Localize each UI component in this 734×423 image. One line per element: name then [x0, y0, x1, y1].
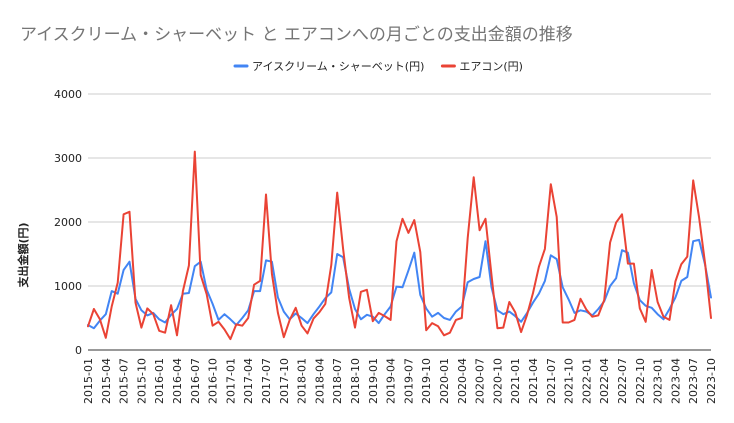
x-tick-label: 2023-10 — [705, 358, 718, 404]
x-tick-label: 2018-07 — [331, 358, 344, 404]
x-tick-label: 2020-01 — [438, 358, 451, 404]
legend: アイスクリーム・シャーベット(円) エアコン(円) — [233, 60, 523, 73]
x-tick-label: 2022-01 — [580, 358, 593, 404]
x-tick-label: 2020-07 — [474, 358, 487, 404]
legend-label: アイスクリーム・シャーベット(円) — [252, 60, 424, 73]
x-tick-label: 2021-01 — [509, 358, 522, 404]
x-tick-label: 2017-04 — [242, 358, 255, 404]
x-tick-label: 2019-07 — [402, 358, 415, 404]
x-tick-label: 2019-04 — [385, 358, 398, 404]
x-tick-label: 2020-10 — [491, 358, 504, 404]
series-line-1 — [87, 238, 712, 330]
y-tick-label: 2000 — [54, 216, 82, 229]
x-tick-label: 2019-10 — [420, 358, 433, 404]
series-line-2 — [87, 150, 712, 341]
x-tick-label: 2015-10 — [135, 358, 148, 404]
x-tick-label: 2016-01 — [153, 358, 166, 404]
x-tick-label: 2017-10 — [278, 358, 291, 404]
x-tick-label: 2022-10 — [634, 358, 647, 404]
x-tick-label: 2021-07 — [545, 358, 558, 404]
x-tick-label: 2020-04 — [456, 358, 469, 404]
x-tick-label: 2023-04 — [669, 358, 682, 404]
x-tick-label: 2018-10 — [349, 358, 362, 404]
x-tick-label: 2015-04 — [100, 358, 113, 404]
series-lines — [87, 150, 712, 341]
chart-title: アイスクリーム・シャーベット と エアコンへの月ごとの支出金額の推移 — [20, 25, 573, 45]
x-tick-label: 2021-10 — [563, 358, 576, 404]
x-tick-label: 2016-04 — [171, 358, 184, 404]
x-tick-label: 2015-01 — [82, 358, 95, 404]
x-axis-ticks: 2015-01 2015-04 2015-07 2015-10 2016-01 2016-… — [82, 358, 718, 404]
x-tick-label: 2017-07 — [260, 358, 273, 404]
y-tick-label: 0 — [75, 344, 82, 357]
y-tick-label: 3000 — [54, 152, 82, 165]
x-tick-label: 2022-04 — [598, 358, 611, 404]
x-tick-label: 2016-07 — [189, 358, 202, 404]
x-tick-label: 2018-04 — [313, 358, 326, 404]
x-tick-label: 2018-01 — [296, 358, 309, 404]
x-tick-label: 2019-01 — [367, 358, 380, 404]
y-axis-title: 支出金額(円) — [16, 222, 30, 288]
x-tick-label: 2016-10 — [207, 358, 220, 404]
x-tick-label: 2022-07 — [616, 358, 629, 404]
x-tick-label: 2023-07 — [687, 358, 700, 404]
y-tick-label: 1000 — [54, 280, 82, 293]
y-axis-ticks: 0 1000 2000 3000 4000 — [54, 88, 82, 357]
x-tick-label: 2023-01 — [652, 358, 665, 404]
x-tick-label: 2015-07 — [118, 358, 131, 404]
x-tick-label: 2021-04 — [527, 358, 540, 404]
y-tick-label: 4000 — [54, 88, 82, 101]
x-tick-label: 2017-01 — [224, 358, 237, 404]
legend-label: エアコン(円) — [459, 60, 523, 73]
